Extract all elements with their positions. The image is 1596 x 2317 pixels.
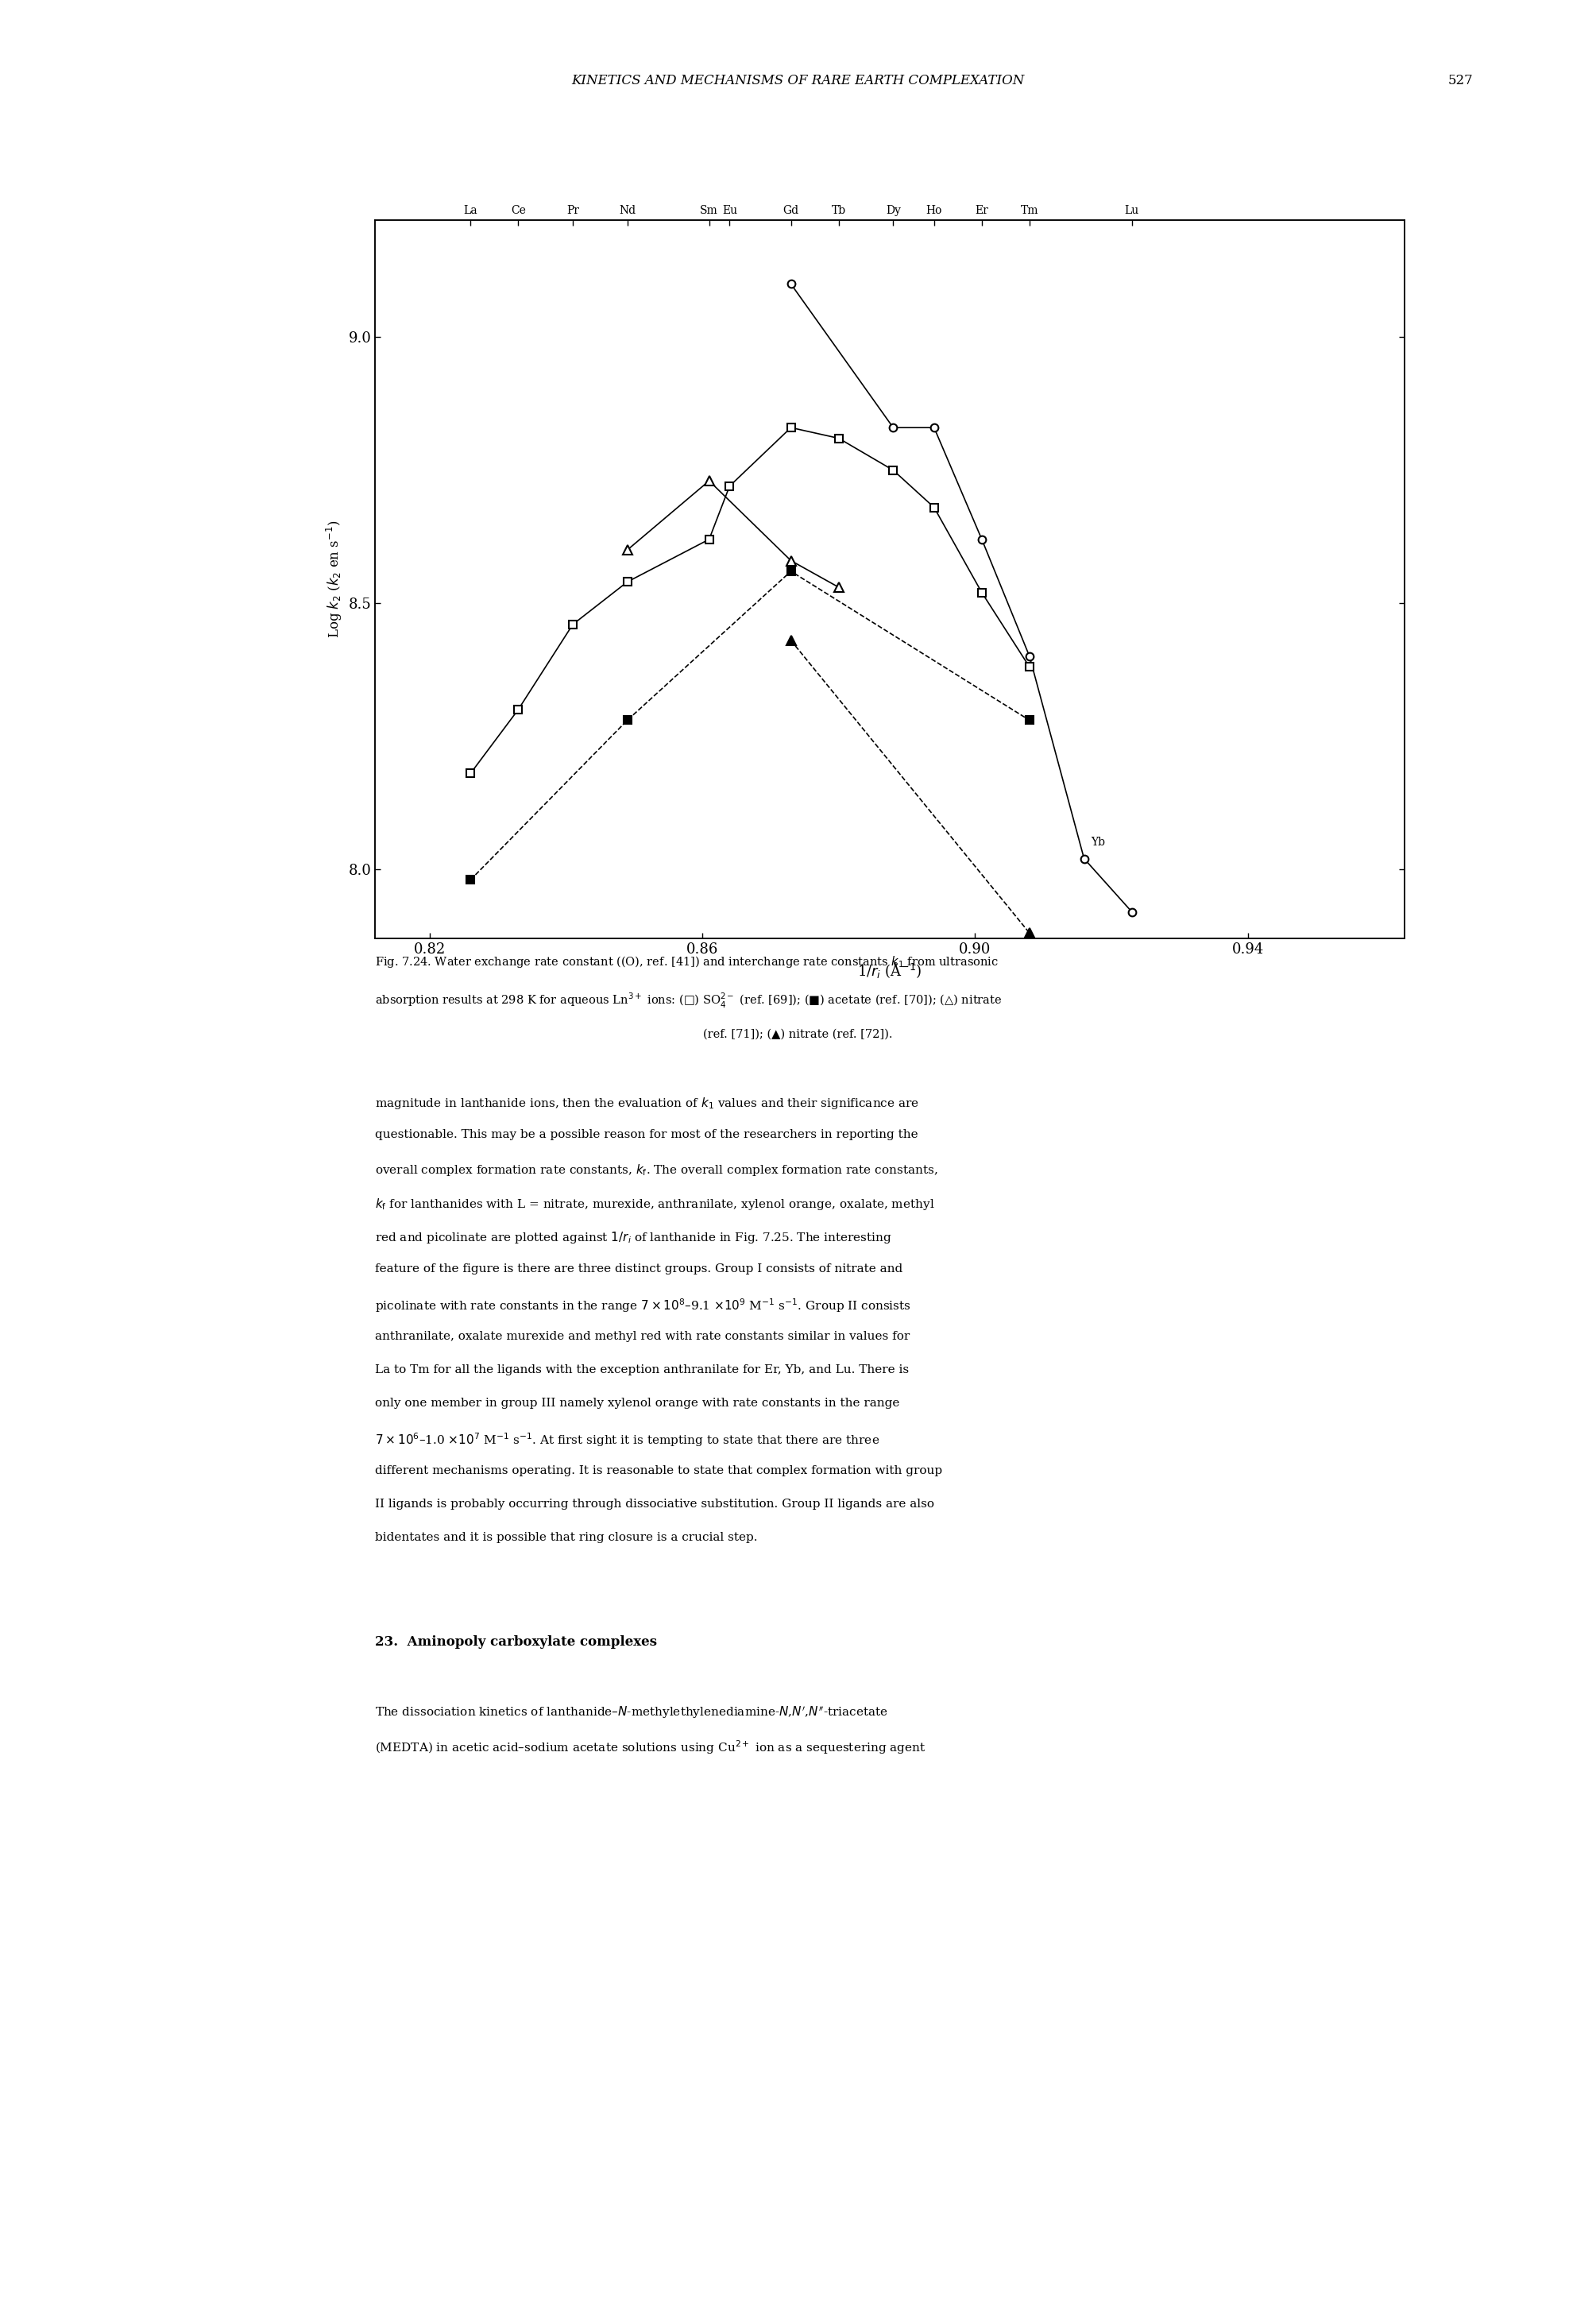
Text: 23.  Aminopoly carboxylate complexes: 23. Aminopoly carboxylate complexes bbox=[375, 1636, 658, 1650]
Text: overall complex formation rate constants, $k_\mathrm{f}$. The overall complex fo: overall complex formation rate constants… bbox=[375, 1163, 938, 1177]
Text: anthranilate, oxalate murexide and methyl red with rate constants similar in val: anthranilate, oxalate murexide and methy… bbox=[375, 1330, 910, 1342]
Text: $k_\mathrm{f}$ for lanthanides with L = nitrate, murexide, anthranilate, xylenol: $k_\mathrm{f}$ for lanthanides with L = … bbox=[375, 1196, 935, 1212]
Text: (ref. [71]); (▲) nitrate (ref. [72]).: (ref. [71]); (▲) nitrate (ref. [72]). bbox=[704, 1029, 892, 1040]
Text: different mechanisms operating. It is reasonable to state that complex formation: different mechanisms operating. It is re… bbox=[375, 1464, 942, 1476]
Text: only one member in group III namely xylenol orange with rate constants in the ra: only one member in group III namely xyle… bbox=[375, 1397, 900, 1409]
Text: II ligands is probably occurring through dissociative substitution. Group II lig: II ligands is probably occurring through… bbox=[375, 1499, 934, 1511]
Text: KINETICS AND MECHANISMS OF RARE EARTH COMPLEXATION: KINETICS AND MECHANISMS OF RARE EARTH CO… bbox=[571, 74, 1025, 88]
Text: The dissociation kinetics of lanthanide–$N$-methylethylenediamine-$N$,$N'$,$N''$: The dissociation kinetics of lanthanide–… bbox=[375, 1705, 889, 1722]
Text: bidentates and it is possible that ring closure is a crucial step.: bidentates and it is possible that ring … bbox=[375, 1532, 758, 1543]
Text: Fig. 7.24. Water exchange rate constant ((O), ref. [41]) and interchange rate co: Fig. 7.24. Water exchange rate constant … bbox=[375, 955, 999, 971]
Text: La to Tm for all the ligands with the exception anthranilate for Er, Yb, and Lu.: La to Tm for all the ligands with the ex… bbox=[375, 1365, 910, 1376]
Text: picolinate with rate constants in the range $7 \times 10^8$–9.1 $\times 10^9$ M$: picolinate with rate constants in the ra… bbox=[375, 1298, 911, 1314]
Text: feature of the figure is there are three distinct groups. Group I consists of ni: feature of the figure is there are three… bbox=[375, 1263, 903, 1274]
Text: magnitude in lanthanide ions, then the evaluation of $k_1$ values and their sign: magnitude in lanthanide ions, then the e… bbox=[375, 1096, 919, 1110]
X-axis label: 1/$r_i$ (Å$^{-1}$): 1/$r_i$ (Å$^{-1}$) bbox=[857, 962, 922, 980]
Text: Yb: Yb bbox=[1092, 836, 1104, 848]
Text: (MEDTA) in acetic acid–sodium acetate solutions using Cu$^{2+}$ ion as a sequest: (MEDTA) in acetic acid–sodium acetate so… bbox=[375, 1738, 926, 1756]
Text: 527: 527 bbox=[1448, 74, 1473, 88]
Text: $7 \times 10^6$–1.0 $\times 10^7$ M$^{-1}$ s$^{-1}$. At first sight it is tempti: $7 \times 10^6$–1.0 $\times 10^7$ M$^{-1… bbox=[375, 1432, 879, 1448]
Text: absorption results at 298 K for aqueous Ln$^{3+}$ ions: (□) SO$_4^{2-}$ (ref. [6: absorption results at 298 K for aqueous … bbox=[375, 992, 1002, 1010]
Text: red and picolinate are plotted against $1/r_i$ of lanthanide in Fig. 7.25. The i: red and picolinate are plotted against $… bbox=[375, 1230, 892, 1244]
Y-axis label: Log $k_2$ ($k_2$ en s$^{-1}$): Log $k_2$ ($k_2$ en s$^{-1}$) bbox=[324, 521, 343, 637]
Text: questionable. This may be a possible reason for most of the researchers in repor: questionable. This may be a possible rea… bbox=[375, 1128, 918, 1140]
